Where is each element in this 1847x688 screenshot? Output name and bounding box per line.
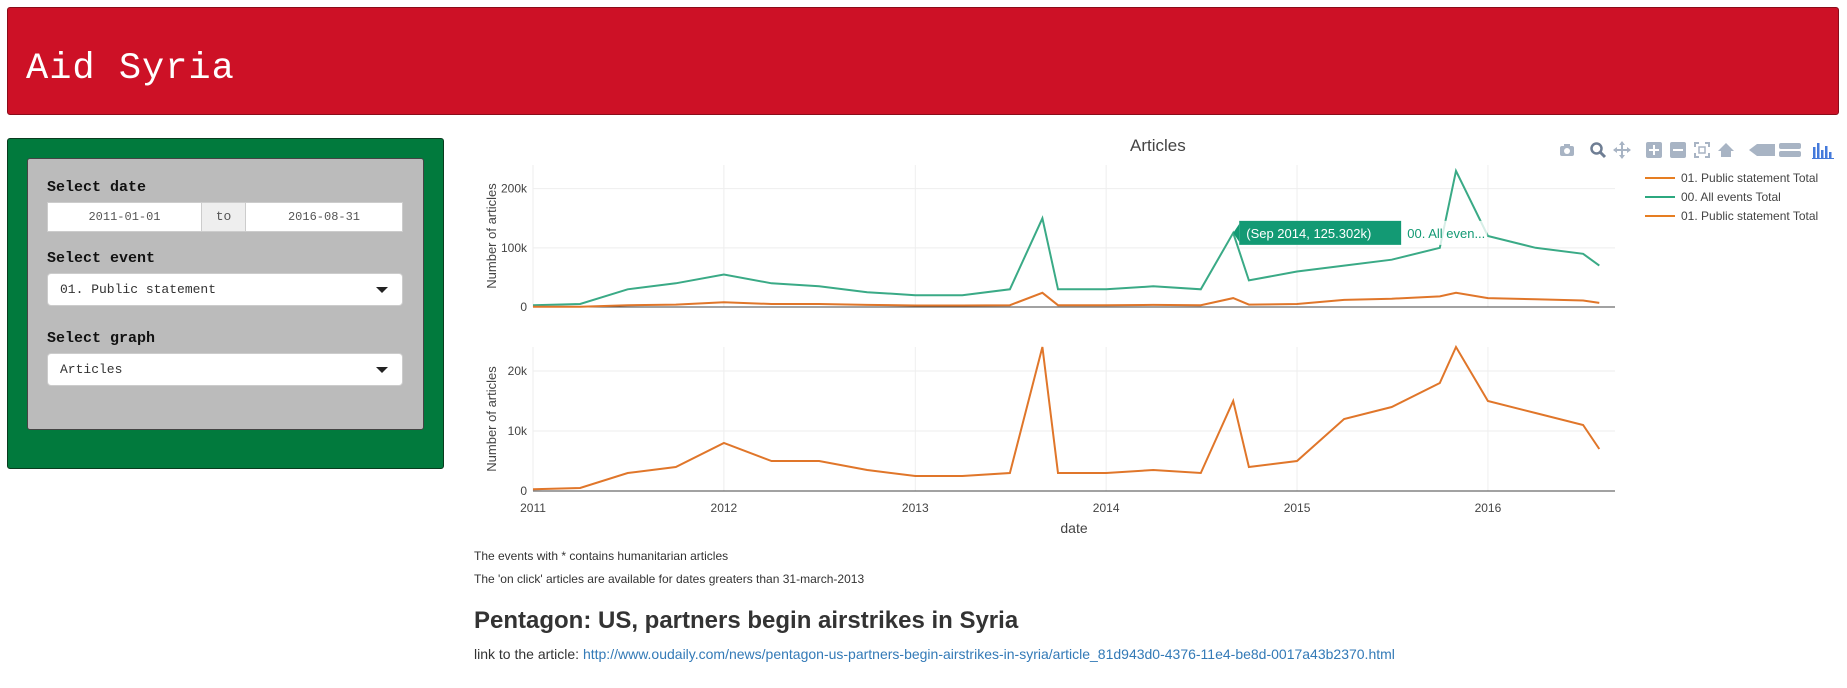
public-statement-line-top bbox=[532, 291, 1600, 308]
x-axis-title: date bbox=[1060, 520, 1087, 536]
article-link-row: link to the article: http://www.oudaily.… bbox=[474, 646, 1395, 662]
y-tick-label: 200k bbox=[501, 182, 528, 196]
x-tick-label: 2011 bbox=[520, 501, 546, 515]
date-end-input[interactable]: 2016-08-31 bbox=[245, 202, 403, 232]
date-range-separator: to bbox=[202, 202, 245, 232]
note-on-click: The 'on click' articles are available fo… bbox=[474, 572, 865, 586]
articles-chart: 2011 2012 2013 2014 2015 2016 0 100k 200k 0 10k 20k… bbox=[484, 165, 1818, 536]
y-tick-label: 0 bbox=[520, 300, 527, 314]
app-header: Aid Syria bbox=[7, 7, 1839, 115]
x-tick-label: 2014 bbox=[1093, 501, 1120, 515]
select-graph-label: Select graph bbox=[47, 330, 156, 347]
chart-title: Articles bbox=[1130, 136, 1186, 155]
graph-select[interactable]: Articles bbox=[47, 353, 403, 386]
hover-series: 00. All even... bbox=[1407, 226, 1485, 241]
axis-labels: 2011 2012 2013 2014 2015 2016 0 100k 200k 0 10k 20k… bbox=[484, 182, 1502, 536]
bottom-panel-grid bbox=[532, 347, 1615, 492]
y-tick-label: 0 bbox=[520, 484, 527, 498]
select-date-label: Select date bbox=[47, 179, 147, 196]
article-title: Pentagon: US, partners begin airstrikes … bbox=[474, 607, 1019, 634]
article-link-prefix: link to the article: bbox=[474, 646, 580, 662]
article-link[interactable]: http://www.oudaily.com/news/pentagon-us-… bbox=[582, 646, 1395, 662]
hover-pointer bbox=[1233, 223, 1240, 242]
x-tick-label: 2012 bbox=[711, 501, 738, 515]
compare-hover-icon[interactable] bbox=[1779, 141, 1801, 159]
spike-lines-icon[interactable] bbox=[1749, 141, 1775, 159]
chevron-down-icon bbox=[376, 367, 388, 373]
controls-well: Select date 2011-01-01 to 2016-08-31 Sel… bbox=[27, 158, 424, 430]
chevron-down-icon bbox=[376, 287, 388, 293]
x-tick-label: 2016 bbox=[1475, 501, 1502, 515]
legend-entry: 01. Public statement Total bbox=[1681, 171, 1818, 185]
x-tick-label: 2013 bbox=[902, 501, 929, 515]
autoscale-icon[interactable] bbox=[1693, 141, 1711, 159]
sidebar-panel: Select date 2011-01-01 to 2016-08-31 Sel… bbox=[7, 138, 444, 469]
y-tick-label: 100k bbox=[501, 241, 528, 255]
zoom-out-icon[interactable] bbox=[1669, 141, 1687, 159]
zoom-in-icon[interactable] bbox=[1645, 141, 1663, 159]
chart-legend: 01. Public statement Total 00. All events… bbox=[1645, 171, 1818, 223]
home-icon[interactable] bbox=[1717, 141, 1735, 159]
legend-entry: 01. Public statement Total bbox=[1681, 209, 1818, 223]
public-statement-line-bottom bbox=[532, 344, 1601, 491]
x-tick-label: 2015 bbox=[1284, 501, 1311, 515]
legend-entry: 00. All events Total bbox=[1681, 190, 1781, 204]
y-tick-label: 20k bbox=[508, 364, 528, 378]
series-lines bbox=[532, 167, 1601, 491]
plotly-logo-icon[interactable] bbox=[1812, 141, 1834, 159]
select-event-label: Select event bbox=[47, 250, 156, 267]
hover-series-box bbox=[1401, 220, 1488, 245]
note-humanitarian: The events with * contains humanitarian … bbox=[474, 549, 729, 563]
pan-icon[interactable] bbox=[1613, 141, 1631, 159]
app-title: Aid Syria bbox=[26, 48, 235, 90]
y-axis-title: Number of articles bbox=[484, 183, 499, 289]
y-axis-title: Number of articles bbox=[484, 366, 499, 472]
hover-box bbox=[1239, 220, 1402, 245]
date-start-input[interactable]: 2011-01-01 bbox=[47, 202, 202, 232]
graph-select-value: Articles bbox=[60, 362, 123, 377]
all-events-line bbox=[532, 167, 1600, 307]
y-tick-label: 10k bbox=[508, 424, 528, 438]
hover-tooltip: (Sep 2014, 125.302k) 00. All even... bbox=[1233, 220, 1488, 245]
event-select[interactable]: 01. Public statement bbox=[47, 273, 403, 306]
camera-icon[interactable] bbox=[1558, 141, 1576, 159]
zoom-icon[interactable] bbox=[1589, 141, 1607, 159]
hover-value: (Sep 2014, 125.302k) bbox=[1246, 226, 1371, 241]
date-range-input: 2011-01-01 to 2016-08-31 bbox=[47, 202, 403, 232]
event-select-value: 01. Public statement bbox=[60, 282, 217, 297]
